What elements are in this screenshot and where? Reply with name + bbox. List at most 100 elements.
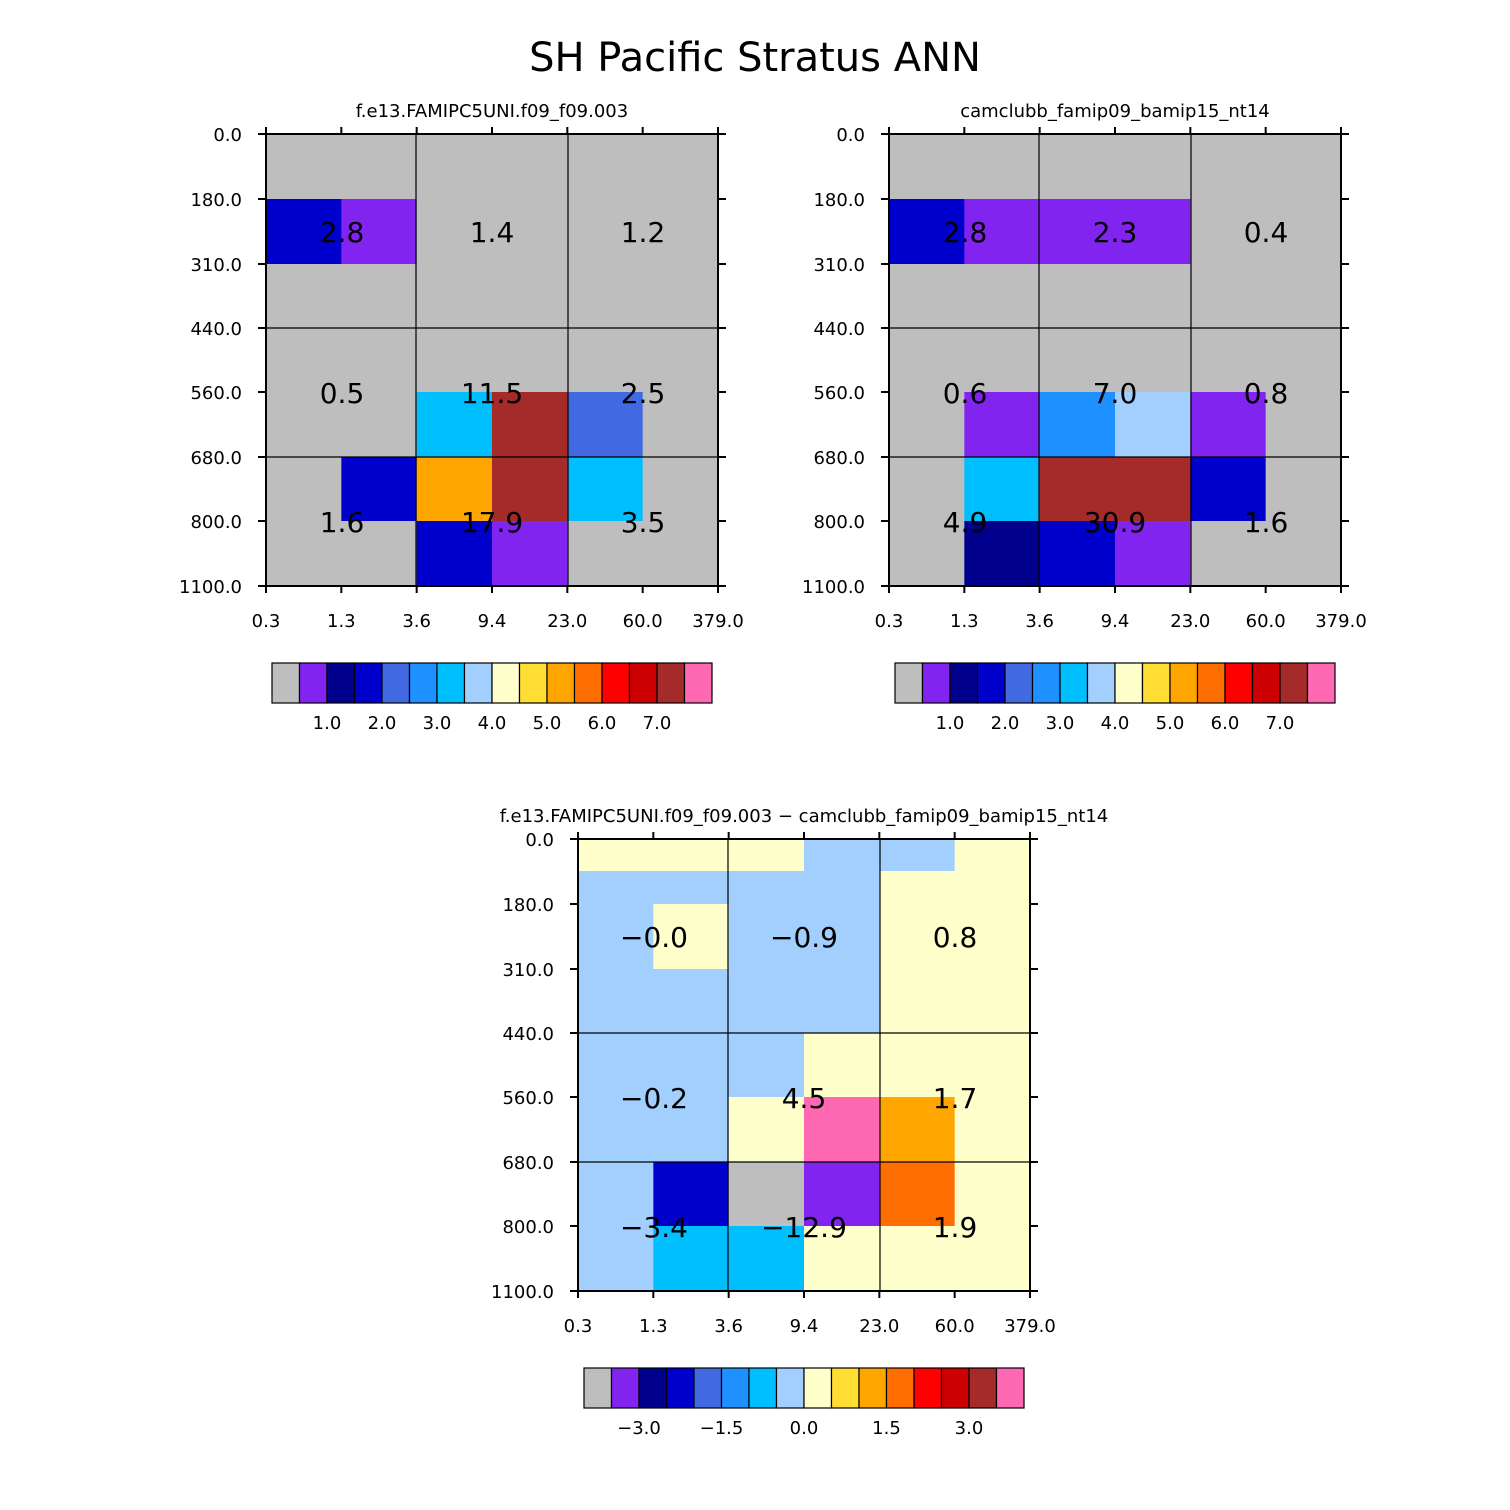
heatmap-cell [567, 199, 644, 265]
colorbar-swatch [1004, 662, 1034, 704]
heatmap-cell [341, 264, 418, 329]
y-tick-label: 1100.0 [491, 1282, 554, 1303]
y-tick-label: 560.0 [502, 1088, 554, 1109]
heatmap-cell [804, 839, 880, 872]
colorbar-label: 6.0 [1211, 713, 1240, 734]
heatmap-cell [964, 457, 1041, 522]
cell-value-label: 2.8 [943, 216, 988, 249]
heatmap-cell [1190, 134, 1267, 200]
colorbar-swatch [720, 1367, 750, 1409]
cell-value-label: 0.6 [943, 377, 988, 410]
heatmap-cell [889, 521, 965, 587]
colorbar-swatch [271, 662, 301, 704]
cell-value-label: 1.2 [621, 216, 666, 249]
colorbar-swatch [858, 1367, 888, 1409]
cell-value-label: 3.5 [621, 506, 666, 539]
colorbar-swatch [885, 1367, 915, 1409]
colorbar-swatch [381, 662, 411, 704]
x-tick-label: 1.3 [639, 1316, 668, 1337]
panel-2: camclubb_famip09_bamip15_nt14 0.3 1.3 3.6 9.… [802, 101, 1367, 734]
colorbar-label: 6.0 [588, 713, 617, 734]
heatmap-cell [578, 871, 654, 905]
x-tick-label: 0.3 [564, 1316, 593, 1337]
heatmap-cell [804, 871, 880, 905]
heatmap-cell [1039, 457, 1116, 522]
heatmap-cell [879, 969, 956, 1034]
heatmap-cell [1115, 521, 1191, 587]
colorbar-swatch [748, 1367, 778, 1409]
heatmap-cell [954, 1162, 1031, 1227]
colorbar-swatch [353, 662, 383, 704]
heatmap-cell [266, 392, 342, 458]
heatmap-cell [1265, 134, 1342, 200]
y-tick-label: 680.0 [190, 448, 242, 469]
heatmap-cell [728, 839, 805, 872]
heatmap-cell [964, 134, 1041, 200]
colorbar-label: 5.0 [1156, 713, 1185, 734]
heatmap-cell [492, 264, 568, 329]
x-tick-label: 60.0 [935, 1316, 975, 1337]
cell-value-label: −12.9 [761, 1211, 847, 1244]
heatmap-cell [567, 521, 644, 587]
heatmap-cell [266, 199, 342, 265]
colorbar-swatch [1169, 662, 1199, 704]
heatmap-cell [416, 328, 493, 393]
y-tick-label: 310.0 [502, 960, 554, 981]
colorbar-swatch [921, 662, 951, 704]
x-tick-label: 9.4 [790, 1316, 819, 1337]
cell-value-label: −0.2 [620, 1082, 688, 1115]
colorbar-swatch [463, 662, 493, 704]
heatmap-cell [653, 1033, 730, 1098]
colorbar-label: 2.0 [368, 713, 397, 734]
cell-value-label: 1.6 [1244, 506, 1289, 539]
colorbar-swatch [573, 662, 603, 704]
x-tick-label: 60.0 [1246, 611, 1286, 632]
x-tick-label: 60.0 [623, 611, 663, 632]
colorbar-swatch [830, 1367, 860, 1409]
y-tick-label: 440.0 [190, 319, 242, 340]
x-tick-label: 3.6 [1025, 611, 1054, 632]
y-tick-label: 310.0 [190, 255, 242, 276]
heatmap-cell [266, 134, 342, 200]
heatmap-cell [728, 904, 805, 970]
heatmap-cell [954, 1226, 1031, 1292]
y-tick-label: 800.0 [813, 512, 865, 533]
heatmap-cell [653, 1226, 730, 1292]
heatmap-cell [578, 839, 654, 872]
cell-value-label: 0.8 [1244, 377, 1289, 410]
y-tick-label: 180.0 [813, 190, 865, 211]
y-tick-label: 680.0 [813, 448, 865, 469]
heatmap-cell [1265, 199, 1342, 265]
heatmap-cell [1115, 199, 1191, 265]
colorbar-swatch [546, 662, 576, 704]
heatmap-cell [642, 392, 719, 458]
colorbar-label: 5.0 [533, 713, 562, 734]
colorbar-swatch [638, 1367, 668, 1409]
heatmap-cell [642, 328, 719, 393]
y-tick-label: 0.0 [525, 830, 554, 851]
figure-title: SH Pacific Stratus ANN [529, 35, 981, 81]
x-tick-label: 0.3 [252, 611, 281, 632]
heatmap-cell [1039, 264, 1116, 329]
heatmap-cell [889, 134, 965, 200]
heatmap-cell [889, 199, 965, 265]
heatmap-cell [578, 1097, 654, 1163]
y-tick-label: 800.0 [502, 1217, 554, 1238]
heatmap-cell [1190, 264, 1267, 329]
cell-value-label: 1.9 [933, 1211, 978, 1244]
heatmap-cell [954, 839, 1031, 872]
heatmap-cell [416, 521, 493, 587]
colorbar-swatch [583, 1367, 613, 1409]
heatmap-cell [804, 1226, 880, 1292]
heatmap-cell [1265, 457, 1342, 522]
colorbar-swatch [1086, 662, 1116, 704]
heatmap-cell [954, 1097, 1031, 1163]
cell-value-label: 0.5 [320, 377, 365, 410]
heatmap-cell [1190, 457, 1267, 522]
colorbar-label: 4.0 [1101, 713, 1130, 734]
heatmap-cell [578, 969, 654, 1034]
heatmap-cell [804, 969, 880, 1034]
y-tick-label: 180.0 [502, 895, 554, 916]
heatmap-cell [728, 969, 805, 1034]
heatmap-cell [266, 521, 342, 587]
